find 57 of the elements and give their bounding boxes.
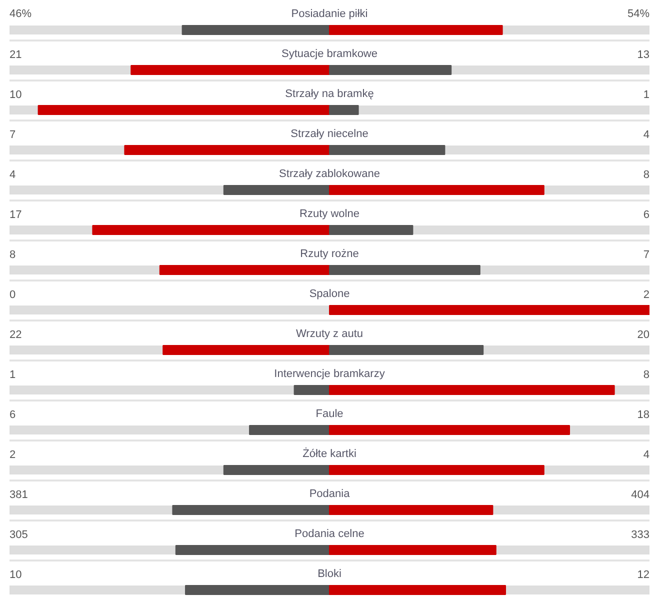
text: 10 <box>10 89 22 101</box>
annotation: 54% <box>627 8 650 20</box>
y-tick-label: Strzały na bramkę <box>285 88 374 100</box>
bar <box>329 505 494 515</box>
text: 381 <box>10 489 28 501</box>
text: 0 <box>10 289 16 301</box>
text: 2 <box>10 449 16 461</box>
annotation: 333 <box>631 529 650 541</box>
annotation: 6 <box>643 209 650 221</box>
text: 17 <box>10 209 22 221</box>
bar <box>294 385 330 395</box>
y-tick-label: Wrzuty z autu <box>296 328 364 340</box>
text: 7 <box>10 129 16 141</box>
bar <box>172 505 330 515</box>
y-tick-label: Posiadanie piłki <box>291 8 368 20</box>
annotation: 2 <box>643 289 650 301</box>
annotation: 4 <box>643 449 650 461</box>
annotation: 18 <box>637 409 650 421</box>
text: 8 <box>10 249 16 261</box>
text: 6 <box>10 409 16 421</box>
annotation: 4 <box>643 129 650 141</box>
bar <box>223 185 330 195</box>
y-tick-label: Żółte kartki <box>302 447 356 460</box>
y-tick-label: Bloki <box>318 568 342 580</box>
bar <box>185 585 330 595</box>
bar <box>223 465 330 475</box>
text: 22 <box>10 329 22 341</box>
y-tick-label: Interwencje bramkarzy <box>274 368 386 380</box>
y-tick-label: Spalone <box>309 288 350 300</box>
text: 10 <box>10 569 22 581</box>
bar <box>182 25 330 35</box>
text: 21 <box>10 49 22 61</box>
bar <box>175 545 330 555</box>
annotation: 7 <box>643 249 650 261</box>
y-tick-label: Faule <box>316 408 344 420</box>
y-tick-label: Strzały zablokowane <box>279 168 380 180</box>
bar <box>329 585 506 595</box>
annotation: 404 <box>631 489 650 501</box>
annotation: 12 <box>637 569 650 581</box>
y-tick-label: Sytuacje bramkowe <box>282 48 378 60</box>
y-tick-label: Podania celne <box>294 528 364 540</box>
annotation: 8 <box>643 369 650 381</box>
y-tick-label: Podania <box>309 488 351 500</box>
bar <box>249 425 330 435</box>
text: 305 <box>10 529 28 541</box>
y-tick-label: Rzuty rożne <box>300 248 359 260</box>
bar <box>329 545 496 555</box>
annotation: 8 <box>643 169 650 181</box>
text: 4 <box>10 169 16 181</box>
bar <box>329 25 503 35</box>
annotation: 20 <box>637 329 650 341</box>
annotation: 13 <box>637 49 650 61</box>
annotation: 1 <box>643 89 650 101</box>
y-tick-label: Rzuty wolne <box>300 208 360 220</box>
text: 1 <box>10 369 16 381</box>
text: 46% <box>10 8 32 20</box>
y-tick-label: Strzały niecelne <box>290 128 368 140</box>
